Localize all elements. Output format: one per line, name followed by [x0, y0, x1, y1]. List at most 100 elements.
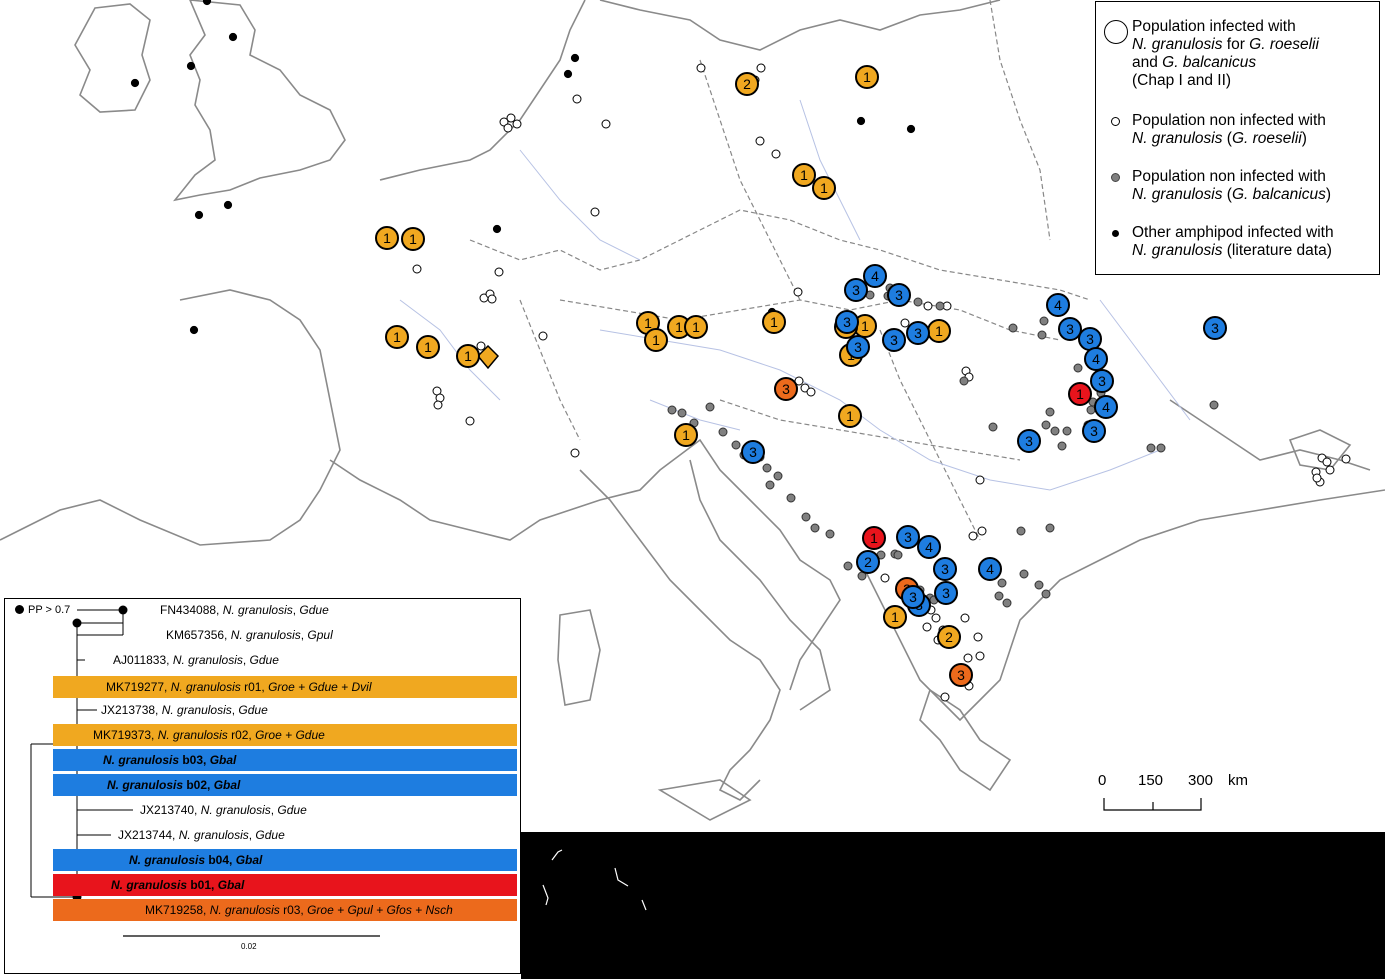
black-dot-marker: [130, 78, 140, 88]
host-species: Gbal: [232, 853, 263, 867]
infected-population-marker: 3: [1082, 419, 1106, 443]
host-species: Groe + Gdue: [251, 728, 325, 742]
open-circle-marker: [975, 651, 985, 661]
marker-count: 3: [782, 381, 790, 397]
open-circle-marker: [771, 149, 781, 159]
legend-line: and G. balcanicus: [1132, 54, 1257, 71]
clade-highlight-blue: [53, 749, 517, 771]
marker-count: 2: [945, 629, 953, 645]
open-circle-marker: [794, 376, 804, 386]
open-circle-marker: [538, 331, 548, 341]
grey-dot-marker: [1002, 598, 1012, 608]
grey-dot-marker: [935, 301, 945, 311]
host-info: , Gdue: [248, 828, 285, 842]
accession: JX213740,: [140, 803, 201, 817]
black-dot-marker: [186, 61, 196, 71]
infected-population-marker: 1: [684, 315, 708, 339]
marker-count: 1: [935, 323, 943, 339]
infected-population-marker: 3: [835, 310, 859, 334]
open-circle-marker: [960, 613, 970, 623]
infected-population-marker: 1: [855, 65, 879, 89]
infected-population-marker: 1: [416, 335, 440, 359]
ireland-coast: [74, 3, 151, 113]
open-circle-marker: [570, 448, 580, 458]
grey-dot-marker: [1016, 526, 1026, 536]
open-circle-marker: [572, 94, 582, 104]
marker-count: 4: [986, 561, 994, 577]
host-species: Gdue: [274, 803, 307, 817]
open-circle-marker: [696, 63, 706, 73]
tree-tip-label: N. granulosis b01, Gbal: [111, 878, 244, 892]
marker-count: 3: [1025, 433, 1033, 449]
tree-tip-label: N. granulosis b03, Gbal: [103, 753, 236, 767]
grey-dot-marker: [801, 512, 811, 522]
marker-count: 3: [941, 561, 949, 577]
black-dot-icon: [15, 605, 24, 614]
host-info: b04, Gbal: [205, 853, 263, 867]
open-circle-marker: [590, 207, 600, 217]
marker-count: 3: [914, 325, 922, 341]
open-circle-marker: [601, 119, 611, 129]
coastline-layer: [0, 0, 1385, 821]
small-open-circle-icon: [1111, 117, 1120, 126]
infected-population-marker: 4: [917, 535, 941, 559]
grey-dot-marker: [1019, 569, 1029, 579]
host-species: Gbal: [214, 878, 245, 892]
black-dot-marker: [194, 210, 204, 220]
infected-population-marker: 3: [846, 335, 870, 359]
open-circle-marker: [793, 287, 803, 297]
infected-population-marker: 3: [774, 377, 798, 401]
map-legend: Population infected with N. granulosis fo…: [1095, 1, 1380, 275]
open-circle-marker: [487, 294, 497, 304]
host-species: Gpul: [304, 628, 333, 642]
infected-population-marker: 4: [863, 264, 887, 288]
open-circle-marker: [503, 123, 513, 133]
grey-dot-marker: [1156, 443, 1166, 453]
host-info: r02, Groe + Gdue: [227, 728, 325, 742]
marker-count: 1: [675, 319, 683, 335]
host-info: , Gpul: [300, 628, 333, 642]
scale-label-300: 300: [1188, 772, 1214, 789]
infected-population-marker: 1: [644, 328, 668, 352]
open-circle-marker: [977, 526, 987, 536]
tree-tip-label: MK719258, N. granulosis r03, Groe + Gpul…: [145, 903, 453, 917]
grey-dot-marker: [1146, 443, 1156, 453]
infected-population-marker: 2: [856, 550, 880, 574]
infected-population-marker: 3: [906, 321, 930, 345]
host-species: Gdue: [246, 653, 279, 667]
infected-population-marker: 1: [853, 314, 877, 338]
open-circle-marker: [968, 531, 978, 541]
host-species: Gdue: [252, 828, 285, 842]
grey-dot-marker: [1086, 405, 1096, 415]
grey-dot-marker: [1041, 589, 1051, 599]
marker-count: 1: [1076, 386, 1084, 402]
legend-line: N. granulosis (G. balcanicus): [1132, 186, 1332, 203]
open-circle-marker: [756, 63, 766, 73]
legend-line: N. granulosis for G. roeselii: [1132, 36, 1319, 53]
species-name: N. granulosis: [103, 753, 180, 767]
grey-dot-marker: [765, 480, 775, 490]
marker-count: 1: [464, 348, 472, 364]
infected-population-marker: 1: [927, 319, 951, 343]
grey-dot-marker: [1209, 400, 1219, 410]
black-dot-marker: [228, 32, 238, 42]
tree-tip-label: KM657356, N. granulosis, Gpul: [166, 628, 333, 642]
tree-tip-label: AJ011833, N. granulosis, Gdue: [113, 653, 279, 667]
infected-population-marker: 1: [674, 423, 698, 447]
infected-population-marker: 1: [838, 404, 862, 428]
host-info: , Gdue: [231, 703, 268, 717]
tree-tip-label: MK719373, N. granulosis r02, Groe + Gdue: [93, 728, 325, 742]
large-open-circle-icon: [1104, 20, 1128, 44]
host-species: Gdue: [296, 603, 329, 617]
infected-population-marker: 3: [882, 328, 906, 352]
grey-dot-marker: [667, 405, 677, 415]
black-dot-marker: [856, 116, 866, 126]
open-circle-marker: [973, 632, 983, 642]
open-circle-marker: [1325, 465, 1335, 475]
support-node: [72, 618, 82, 628]
open-circle-marker: [494, 267, 504, 277]
infected-population-marker: 4: [1094, 395, 1118, 419]
species-name: N. granulosis: [200, 803, 271, 817]
open-circle-marker: [506, 113, 516, 123]
marker-count: 1: [644, 315, 652, 331]
